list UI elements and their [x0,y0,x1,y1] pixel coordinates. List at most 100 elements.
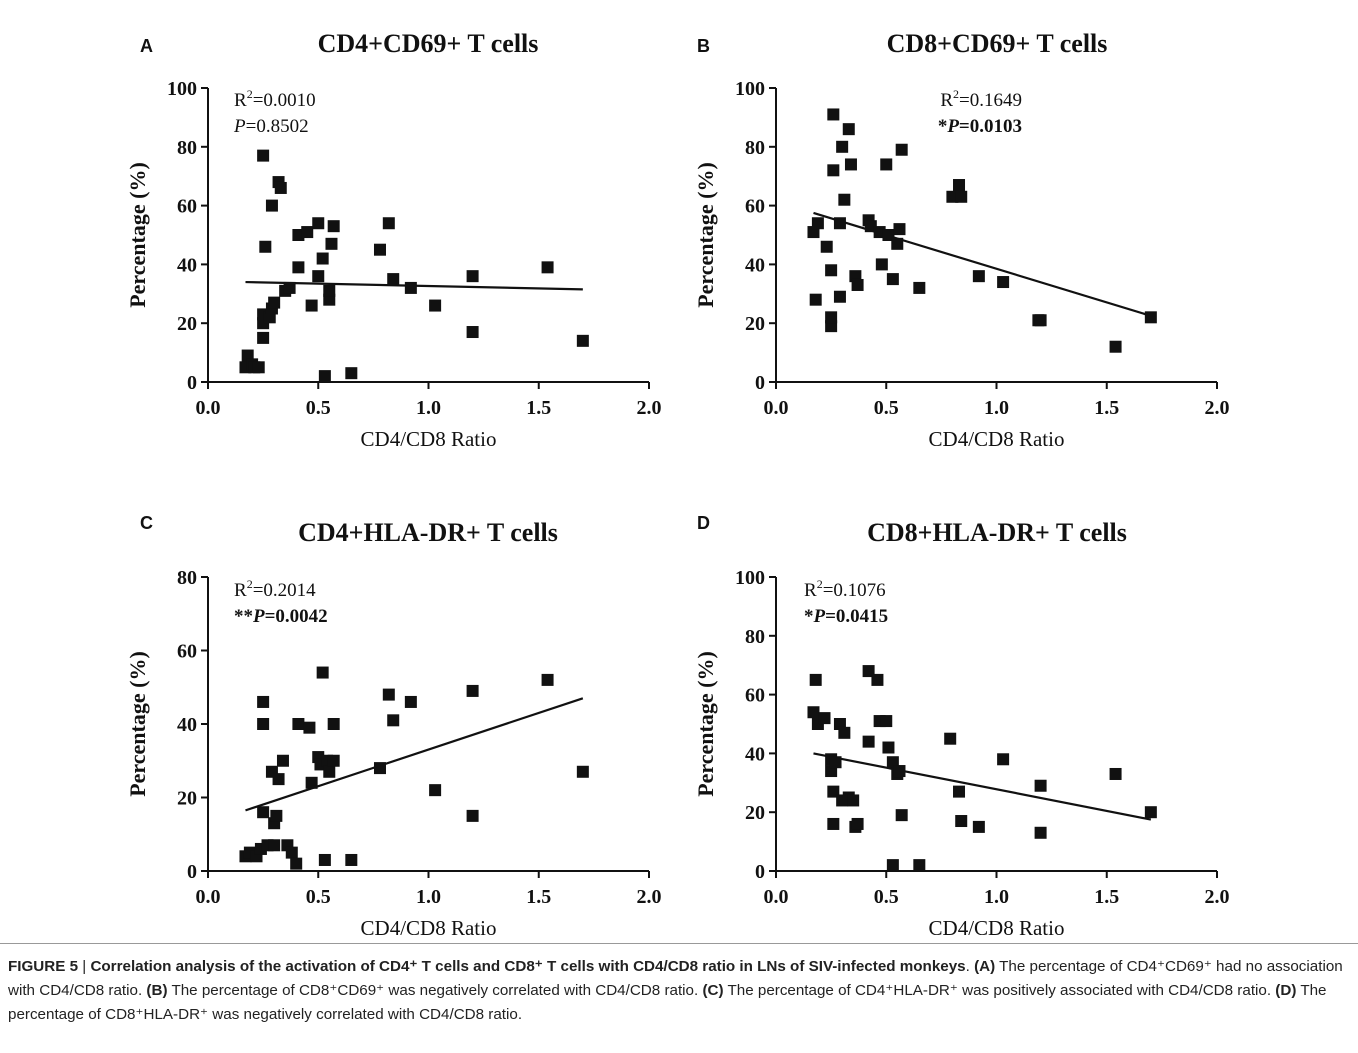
data-point [312,270,325,283]
caption-text-b: The percentage of CD8⁺CD69⁺ was negative… [167,982,703,999]
data-point [254,842,267,855]
y-axis-label: Percentage (%) [693,162,718,308]
p-value-label: *P=0.0415 [804,606,888,627]
data-point [847,794,860,807]
data-point [833,290,846,303]
x-tick-label: 1.5 [526,397,551,419]
data-point [820,240,833,253]
data-point [955,815,968,828]
data-point [576,765,589,778]
y-tick-label: 100 [167,78,197,100]
data-point [257,718,270,730]
data-point [268,296,281,309]
panel-letter: B [697,36,710,56]
y-tick-label: 60 [745,685,765,707]
data-point [895,809,908,822]
data-point [257,695,270,708]
y-tick-label: 60 [177,196,197,218]
chart-title: CD8+CD69+ T cells [887,29,1108,58]
data-point [886,273,899,286]
data-point [541,673,554,686]
caption-divider [0,943,1358,944]
x-tick-label: 0.0 [764,397,789,419]
x-tick-label: 1.0 [416,886,441,908]
data-point [259,240,272,253]
y-tick-label: 80 [745,626,765,648]
y-tick-label: 0 [755,372,765,394]
y-tick-label: 20 [177,788,197,810]
data-point [316,252,329,265]
x-tick-label: 1.0 [984,886,1009,908]
data-point [955,190,968,203]
chart-panel-b: B CD8+CD69+ T cells 0.0 0.5 1.0 1.5 2.0 0 20 40 60… [693,29,1230,451]
data-point [953,785,966,798]
y-tick-label: 40 [745,254,765,276]
data-point [292,261,305,274]
data-point [827,108,840,121]
data-point [882,741,895,754]
data-point [891,237,904,250]
data-point [953,179,966,192]
data-point [811,217,824,230]
y-tick-label: 40 [745,743,765,765]
panel-letter: C [140,513,153,533]
r-squared-label: R2=0.1076 [804,577,886,601]
y-tick-label: 80 [177,137,197,159]
stat-value: =0.1076 [823,580,886,601]
data-point [1144,806,1157,819]
data-point [871,673,884,686]
chart-title: CD4+HLA-DR+ T cells [298,518,558,547]
x-tick-label: 2.0 [1205,397,1230,419]
data-point [1034,779,1047,792]
data-point [818,712,831,725]
data-point [1034,826,1047,839]
y-tick-label: 80 [177,567,197,589]
p-value-label: **P=0.0042 [234,606,328,627]
stat-value: =0.8502 [246,116,309,137]
x-tick-label: 1.5 [526,886,551,908]
panel-letter: D [697,513,710,533]
caption-text-a: The percentage of CD4⁺CD69⁺ had no assoc… [8,958,1343,999]
caption-separator: | [78,958,91,975]
data-point [382,217,395,230]
stat-symbol: R [234,90,247,111]
data-point [576,334,589,347]
y-axis-label: Percentage (%) [125,651,150,797]
data-point [345,853,358,866]
data-point [276,754,289,767]
data-point [373,762,386,775]
data-point [316,666,329,679]
data-point [1034,314,1047,327]
stat-symbol: R [940,90,953,111]
x-tick-label: 2.0 [637,886,662,908]
caption-label: FIGURE 5 [8,958,79,975]
data-point [466,809,479,822]
stat-superscript: 2 [817,577,823,591]
data-point [997,276,1010,289]
significance-stars: * [804,606,814,627]
regression-line [813,211,1152,317]
data-point [327,220,340,233]
data-point [827,817,840,830]
data-point [972,270,985,283]
data-point [997,753,1010,766]
data-point [893,765,906,778]
caption-text-c: The percentage of CD4⁺HLA-DR⁺ was positi… [723,982,1276,999]
data-point [274,181,287,194]
y-tick-label: 60 [745,196,765,218]
data-point [825,311,838,324]
data-point [913,859,926,872]
data-point [809,293,822,306]
x-tick-label: 0.0 [196,886,221,908]
data-point [429,784,442,797]
data-point [373,243,386,256]
data-point [825,264,838,277]
regression-line [245,697,584,812]
y-axis-label: Percentage (%) [693,651,718,797]
data-point [257,149,270,162]
significance-stars: * [938,116,948,137]
data-point [290,857,303,870]
x-tick-label: 2.0 [637,397,662,419]
data-point [833,217,846,230]
